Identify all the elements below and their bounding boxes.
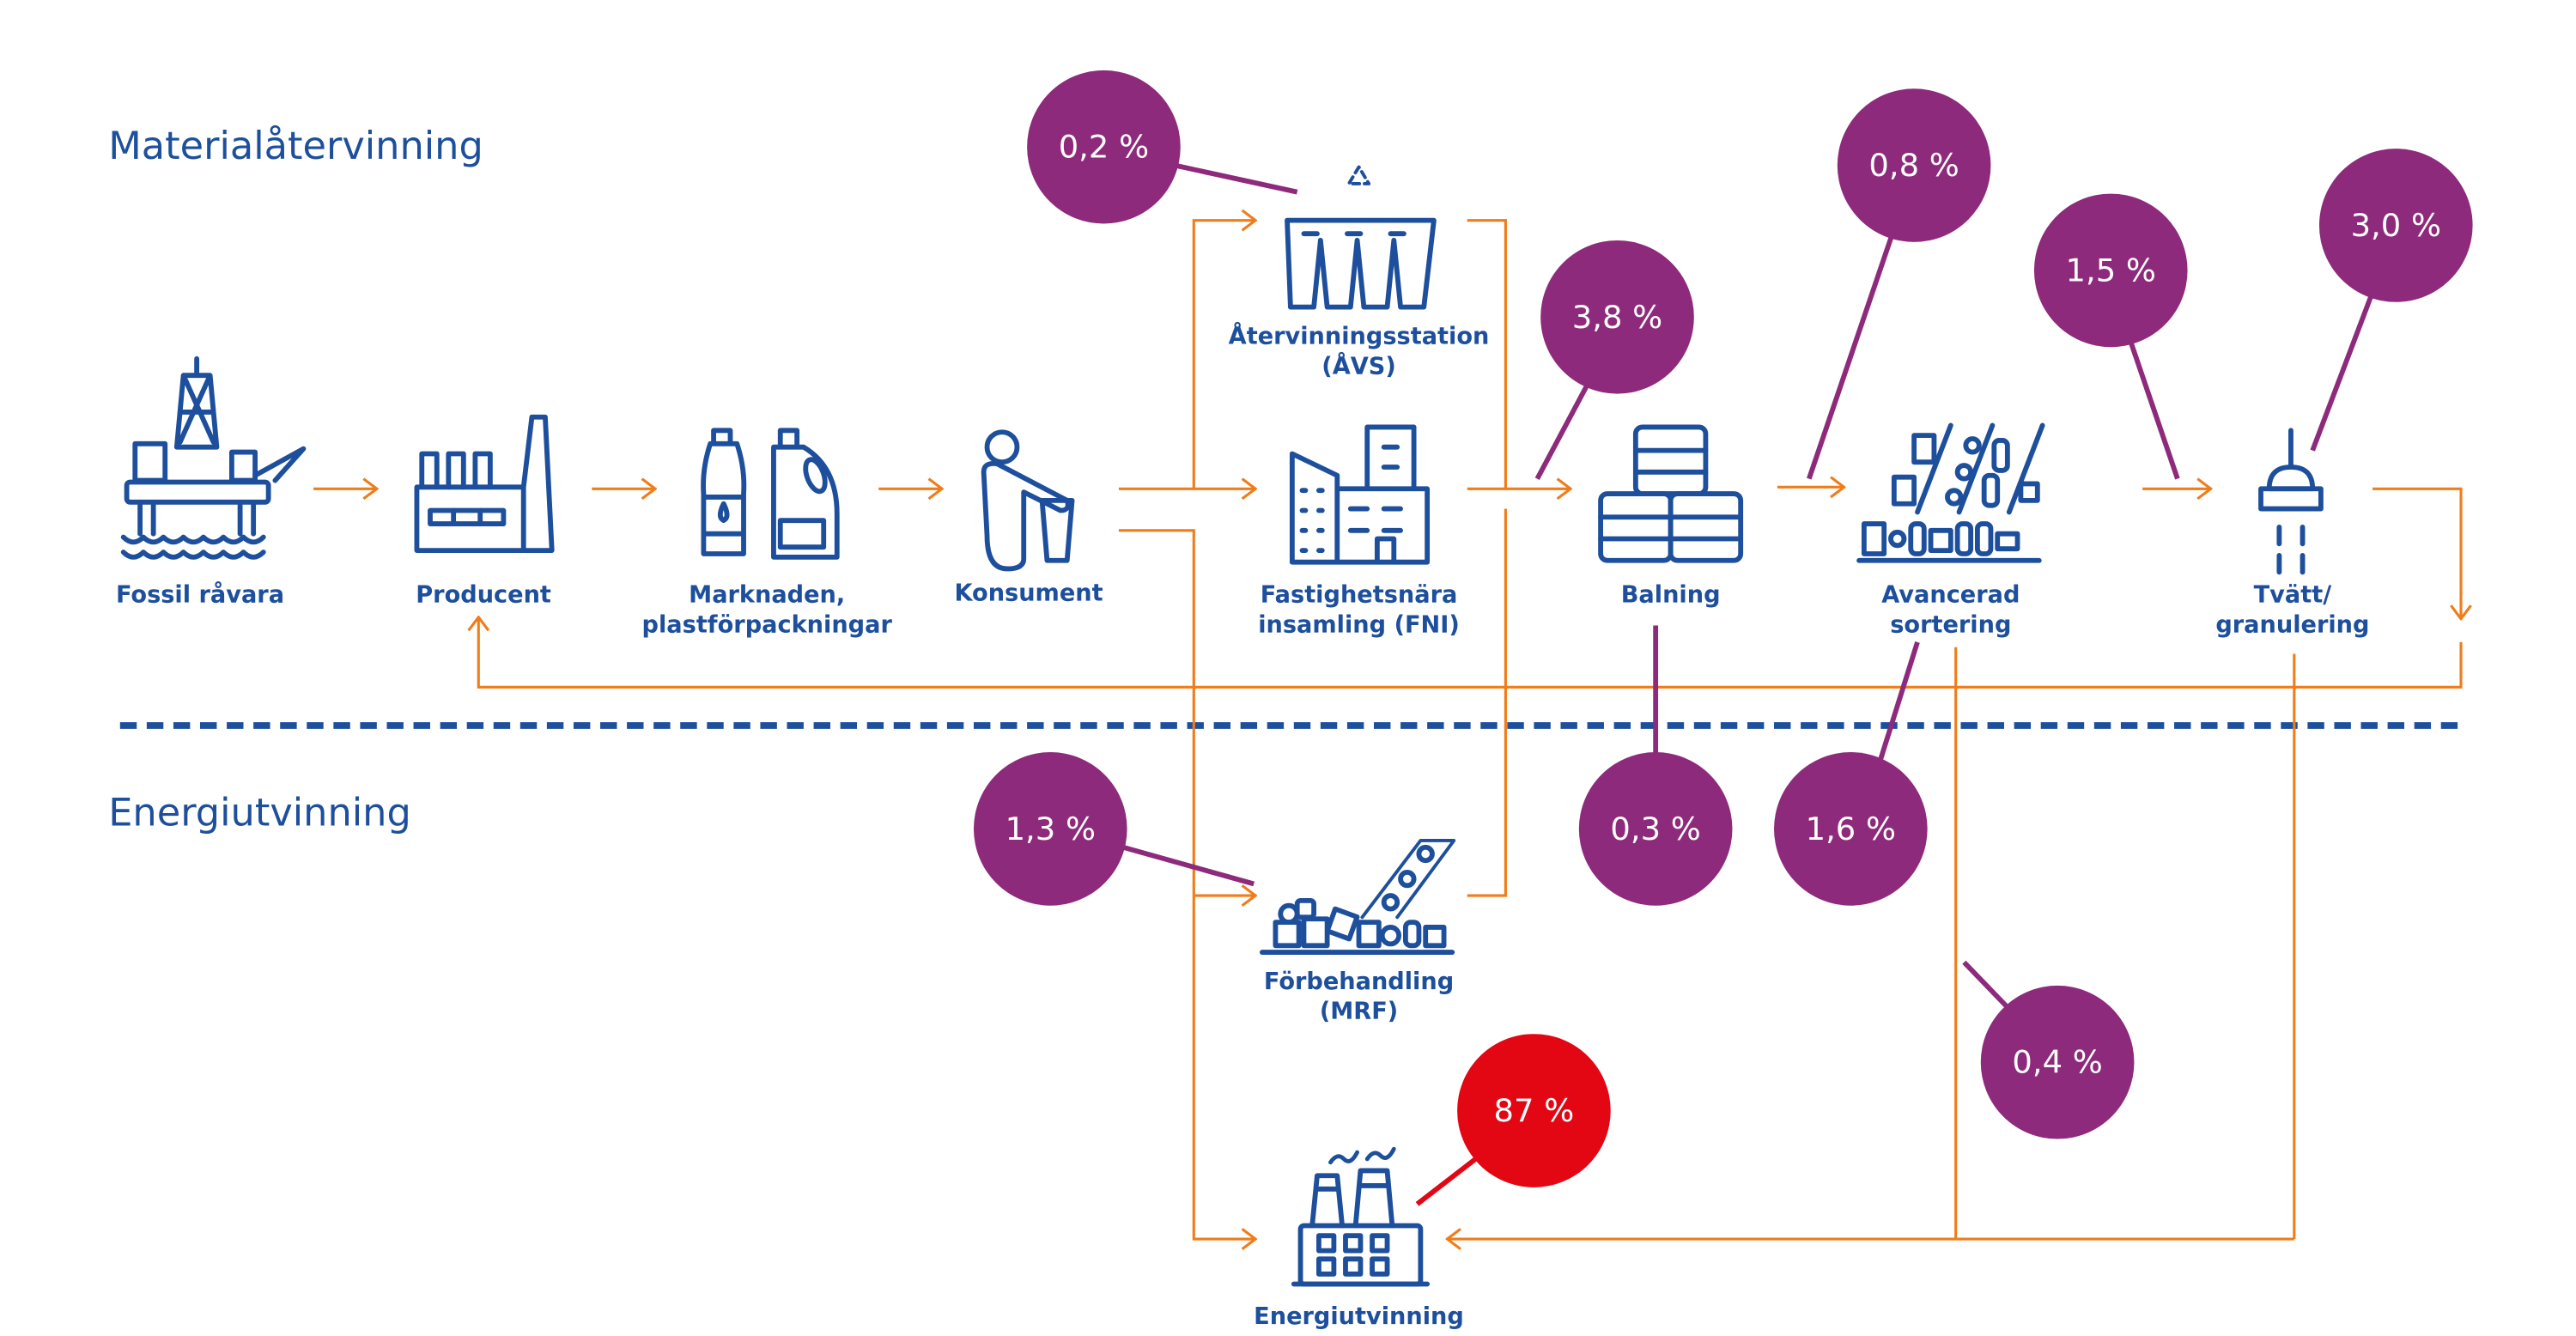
- sorting-icon: [1856, 422, 2045, 563]
- label-balning: Balning: [1621, 581, 1721, 608]
- share-balning-loss: 0,3 %: [1610, 811, 1700, 847]
- share-avancerad-loss: 1,6 %: [1806, 811, 1896, 847]
- bubble-tvatt-in: [2033, 193, 2188, 348]
- label-producent: Producent: [416, 581, 551, 608]
- bubble-avancerad-loss: [1774, 752, 1928, 906]
- oil-platform-icon: [120, 355, 307, 560]
- line-avs-balning: [1467, 219, 1507, 489]
- bubble-forbehandling: [973, 752, 1127, 906]
- bales-icon: [1598, 424, 1744, 563]
- share-avs: 0,2 %: [1059, 129, 1149, 166]
- buildings-icon: [1289, 424, 1431, 565]
- section-heading-material: Materialåtervinning: [108, 124, 483, 168]
- label-konsument: Konsument: [954, 580, 1103, 606]
- power-plant-icon: [1291, 1146, 1431, 1287]
- recycling-bins-icon: [1285, 165, 1437, 310]
- label-marknaden-1: Marknaden,: [689, 581, 845, 608]
- conveyor-icon: [1259, 839, 1456, 955]
- factory-icon: [414, 414, 555, 554]
- share-balning-in: 3,8 %: [1572, 299, 1662, 336]
- share-tvatt-in: 1,5 %: [2066, 252, 2156, 288]
- bubble-avancerad-energy: [1980, 985, 2135, 1139]
- label-avs-1: Återvinningsstation: [1229, 322, 1490, 349]
- label-marknaden-2: plastförpackningar: [642, 611, 893, 638]
- section-heading-energy: Energiutvinning: [108, 790, 411, 835]
- flow-arrows: [313, 221, 2461, 1239]
- label-forbehandling-2: (MRF): [1320, 999, 1398, 1025]
- label-avancerad-1: Avancerad: [1881, 581, 2020, 608]
- share-tvatt-out: 3,0 %: [2351, 207, 2441, 244]
- share-bubbles: 0,2 % 3,8 % 0,8 % 1,5 % 3,0 % 1,3 % 0,3 …: [973, 70, 2473, 1206]
- label-fni-1: Fastighetsnära: [1261, 581, 1458, 608]
- label-forbehandling-1: Förbehandling: [1264, 969, 1454, 995]
- label-fni-2: insamling (FNI): [1258, 611, 1460, 638]
- label-avs-2: (ÅVS): [1321, 352, 1395, 380]
- bubble-balning-in: [1540, 240, 1694, 394]
- arrow-tvatt-out: [2372, 487, 2461, 618]
- share-avancerad-energy: 0,4 %: [2012, 1044, 2102, 1081]
- arrow-konsument-energi: [1118, 529, 1255, 1239]
- bubble-balning-loss: [1578, 752, 1733, 906]
- share-avancerad-in: 0,8 %: [1868, 147, 1959, 184]
- line-forbehandling-balning: [1467, 508, 1507, 897]
- arrow-return-producent: [478, 617, 2463, 689]
- label-tvatt-2: granulering: [2215, 611, 2369, 638]
- washer-icon: [2258, 428, 2324, 575]
- bubble-avancerad-in: [1837, 88, 1991, 242]
- bubble-avs: [1027, 70, 1181, 224]
- label-fossil: Fossil råvara: [116, 580, 284, 608]
- arrow-konsument-avs: [1192, 221, 1255, 489]
- bottles-icon: [701, 428, 840, 560]
- label-energi: Energiutvinning: [1254, 1303, 1464, 1330]
- bubble-energi: [1457, 1034, 1611, 1187]
- share-energi: 87 %: [1494, 1092, 1575, 1129]
- person-trash-icon: [981, 429, 1075, 572]
- share-forbehandling: 1,3 %: [1005, 811, 1096, 847]
- bubble-tvatt-out: [2318, 149, 2473, 302]
- label-avancerad-2: sortering: [1890, 611, 2011, 638]
- label-tvatt-1: Tvätt/: [2254, 581, 2332, 608]
